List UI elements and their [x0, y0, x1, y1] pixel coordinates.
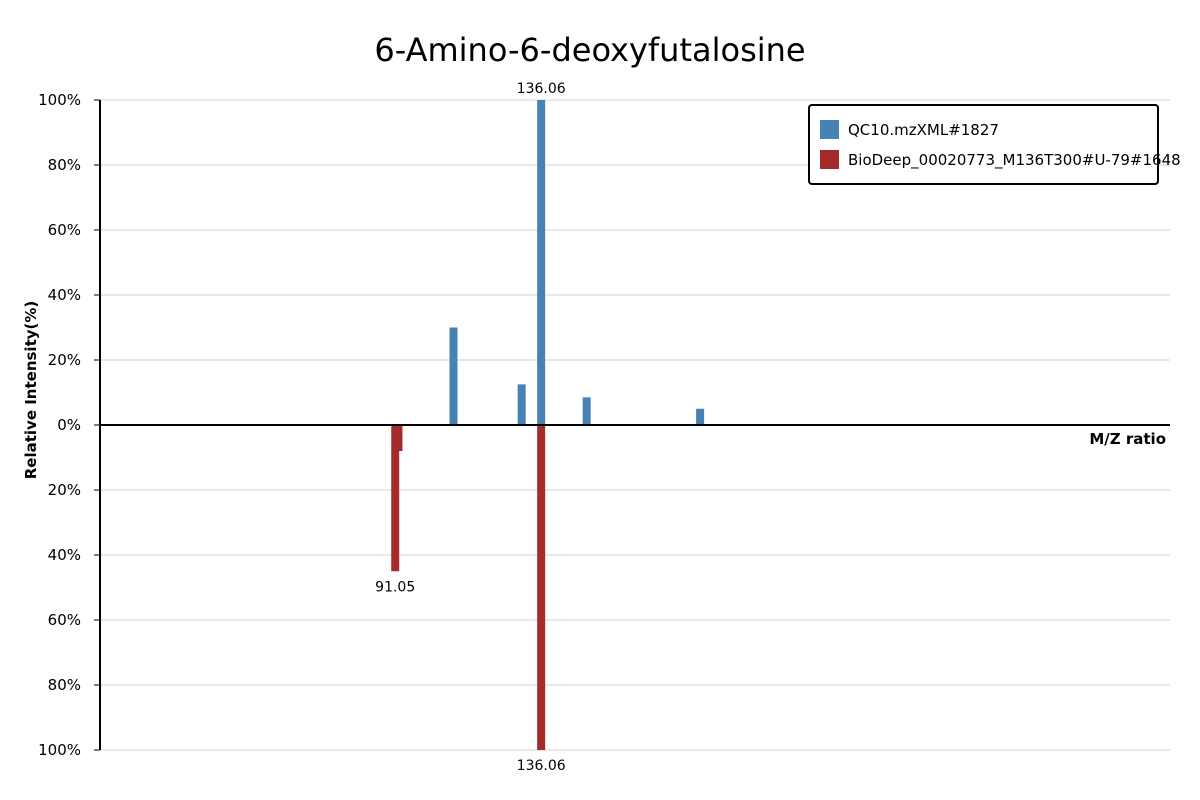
spectrum-bar: [537, 100, 546, 425]
y-tick-label: 40%: [48, 286, 81, 304]
y-tick-label: 100%: [38, 741, 81, 759]
legend-label: QC10.mzXML#1827: [848, 121, 999, 139]
y-tick-label: 0%: [57, 416, 81, 434]
peak-label: 136.06: [517, 81, 566, 97]
axes: [99, 100, 1170, 750]
spectrum-bar: [449, 327, 458, 425]
y-tick-label: 80%: [48, 156, 81, 174]
grid-lines: [100, 99, 1170, 751]
spectrum-bar: [696, 408, 705, 425]
peak-labels: 136.06 91.05 136.06: [375, 81, 566, 774]
spectrum-bars: [391, 100, 705, 750]
y-tick-label: 20%: [48, 351, 81, 369]
spectrum-bar: [537, 425, 546, 750]
legend-label: BioDeep_00020773_M136T300#U-79#1648: [848, 151, 1181, 170]
y-tick-labels: 0% 20% 40% 60% 80% 100% 20% 40% 60% 80% 100%: [38, 91, 100, 759]
y-tick-label: 60%: [48, 221, 81, 239]
spectrum-bar: [391, 425, 400, 572]
peak-label: 136.06: [517, 758, 566, 774]
y-tick-label: 100%: [38, 91, 81, 109]
legend-swatch: [820, 120, 839, 139]
spectrum-bar: [517, 384, 526, 425]
y-axis-title: Relative Intensity(%): [22, 301, 40, 480]
y-tick-label: 20%: [48, 481, 81, 499]
legend-swatch: [820, 150, 839, 169]
legend: QC10.mzXML#1827 BioDeep_00020773_M136T300…: [808, 104, 1181, 185]
peak-label: 91.05: [375, 579, 415, 595]
spectrum-bar: [582, 397, 591, 425]
spectrum-bar: [394, 425, 403, 451]
x-axis-title: M/Z ratio: [1089, 430, 1166, 448]
chart-title: 6-Amino-6-deoxyfutalosine: [374, 31, 805, 69]
y-tick-label: 80%: [48, 676, 81, 694]
legend-box: [808, 104, 1159, 185]
y-tick-label: 40%: [48, 546, 81, 564]
y-tick-label: 60%: [48, 611, 81, 629]
